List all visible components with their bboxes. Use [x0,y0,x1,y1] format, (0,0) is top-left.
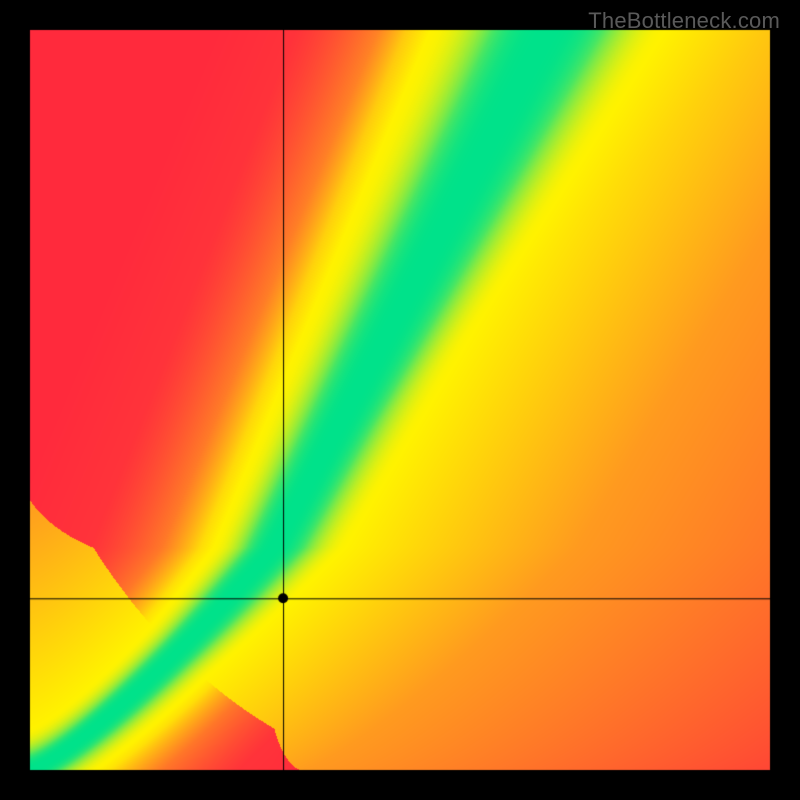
watermark-text: TheBottleneck.com [588,8,780,34]
bottleneck-heatmap-canvas [0,0,800,800]
